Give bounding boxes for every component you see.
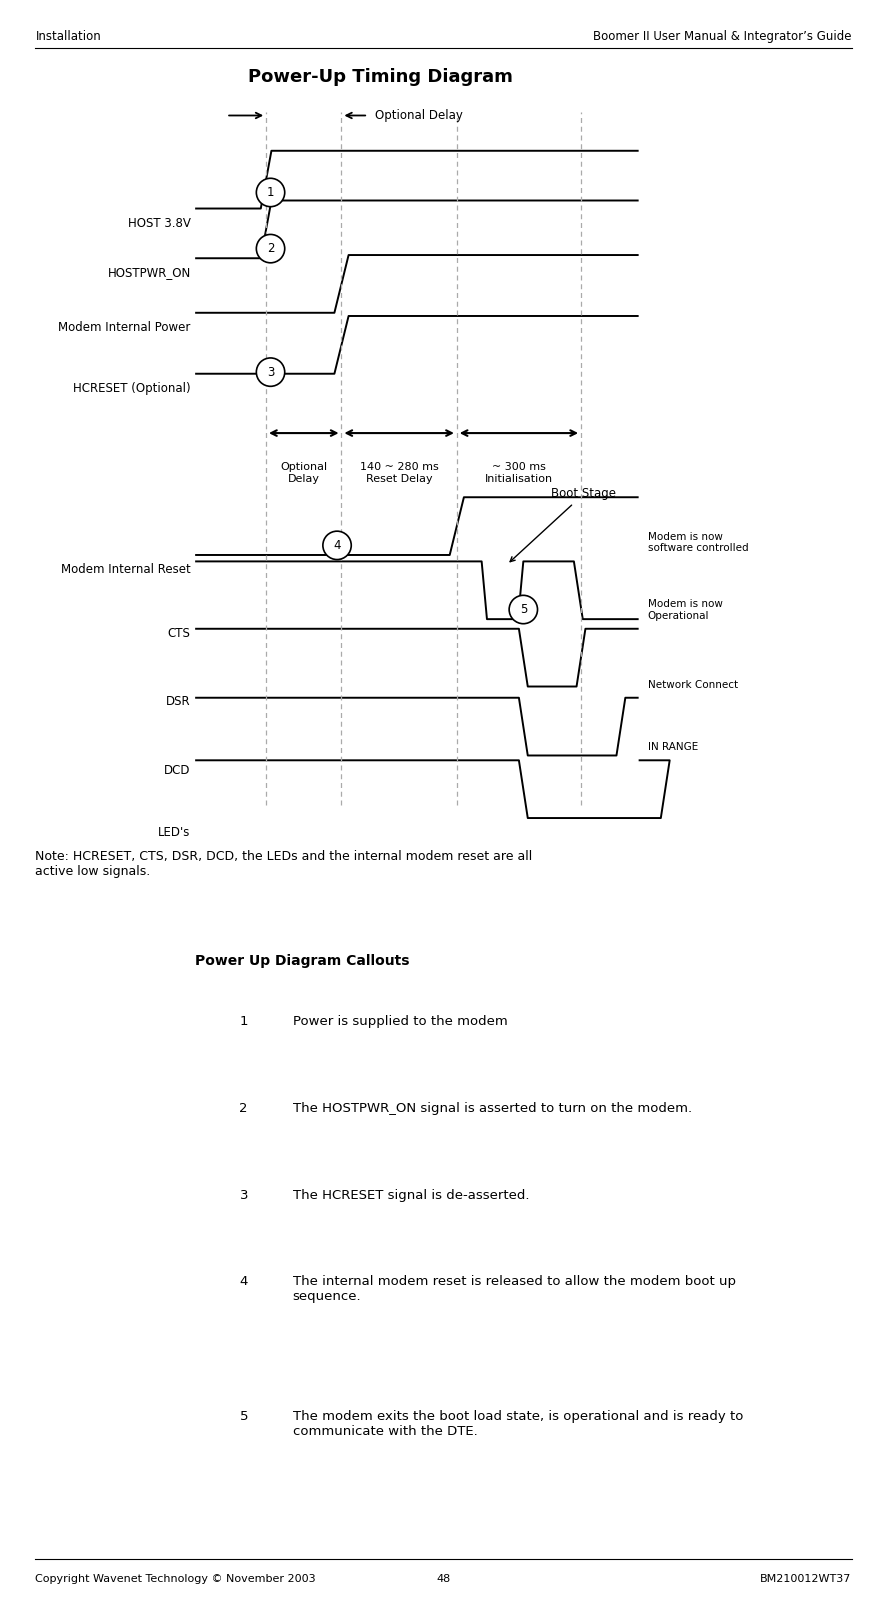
Text: HCRESET (Optional): HCRESET (Optional) bbox=[73, 382, 190, 395]
Text: HOST 3.8V: HOST 3.8V bbox=[128, 217, 190, 229]
Text: HOSTPWR_ON: HOSTPWR_ON bbox=[107, 266, 190, 279]
Text: 48: 48 bbox=[436, 1574, 450, 1583]
Text: Network Connect: Network Connect bbox=[647, 680, 737, 690]
Ellipse shape bbox=[256, 234, 284, 263]
Text: Modem is now
Operational: Modem is now Operational bbox=[647, 600, 721, 621]
Text: ~ 300 ms
Initialisation: ~ 300 ms Initialisation bbox=[485, 462, 552, 483]
Text: The HCRESET signal is de-asserted.: The HCRESET signal is de-asserted. bbox=[292, 1189, 529, 1201]
Text: IN RANGE: IN RANGE bbox=[647, 743, 697, 752]
Text: Installation: Installation bbox=[35, 30, 101, 43]
Text: 3: 3 bbox=[239, 1189, 248, 1201]
Text: 3: 3 bbox=[267, 366, 274, 379]
Text: DCD: DCD bbox=[164, 764, 190, 776]
Text: 1: 1 bbox=[239, 1015, 248, 1028]
Text: Optional
Delay: Optional Delay bbox=[280, 462, 327, 483]
Text: Boot Stage: Boot Stage bbox=[509, 488, 616, 561]
Text: Power Up Diagram Callouts: Power Up Diagram Callouts bbox=[195, 954, 409, 969]
Text: The internal modem reset is released to allow the modem boot up
sequence.: The internal modem reset is released to … bbox=[292, 1275, 734, 1302]
Text: The modem exits the boot load state, is operational and is ready to
communicate : The modem exits the boot load state, is … bbox=[292, 1410, 742, 1437]
Ellipse shape bbox=[256, 178, 284, 207]
Text: DSR: DSR bbox=[166, 695, 190, 707]
Text: 4: 4 bbox=[333, 539, 340, 552]
Text: Copyright Wavenet Technology © November 2003: Copyright Wavenet Technology © November … bbox=[35, 1574, 315, 1583]
Text: Note: HCRESET, CTS, DSR, DCD, the LEDs and the internal modem reset are all
acti: Note: HCRESET, CTS, DSR, DCD, the LEDs a… bbox=[35, 850, 532, 877]
Text: 4: 4 bbox=[239, 1275, 247, 1288]
Text: Power-Up Timing Diagram: Power-Up Timing Diagram bbox=[248, 67, 513, 87]
Text: 2: 2 bbox=[267, 242, 274, 255]
Text: 5: 5 bbox=[519, 603, 526, 616]
Ellipse shape bbox=[256, 358, 284, 387]
Text: Modem Internal Reset: Modem Internal Reset bbox=[61, 563, 190, 576]
Text: 140 ~ 280 ms
Reset Delay: 140 ~ 280 ms Reset Delay bbox=[360, 462, 438, 483]
Text: 2: 2 bbox=[239, 1102, 248, 1115]
Text: 1: 1 bbox=[267, 186, 274, 199]
Text: Optional Delay: Optional Delay bbox=[375, 109, 462, 122]
Ellipse shape bbox=[509, 595, 537, 624]
Text: BM210012WT37: BM210012WT37 bbox=[759, 1574, 851, 1583]
Text: Power is supplied to the modem: Power is supplied to the modem bbox=[292, 1015, 507, 1028]
Ellipse shape bbox=[323, 531, 351, 560]
Text: LED's: LED's bbox=[159, 826, 190, 839]
Text: Boomer II User Manual & Integrator’s Guide: Boomer II User Manual & Integrator’s Gui… bbox=[593, 30, 851, 43]
Text: CTS: CTS bbox=[167, 627, 190, 640]
Text: The HOSTPWR_ON signal is asserted to turn on the modem.: The HOSTPWR_ON signal is asserted to tur… bbox=[292, 1102, 691, 1115]
Text: Modem is now
software controlled: Modem is now software controlled bbox=[647, 533, 747, 553]
Text: 5: 5 bbox=[239, 1410, 248, 1423]
Text: Modem Internal Power: Modem Internal Power bbox=[58, 321, 190, 334]
